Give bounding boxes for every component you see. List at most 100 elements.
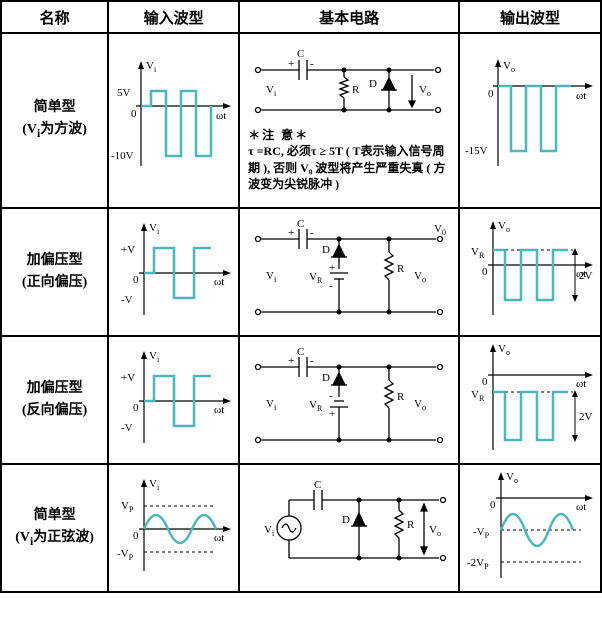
svg-text:Vi: Vi (149, 222, 160, 236)
svg-text:Vo: Vo (429, 524, 441, 538)
svg-text:ωt: ωt (576, 90, 586, 102)
svg-text:+: + (288, 355, 294, 367)
svg-text:ωt: ωt (214, 532, 224, 544)
svg-text:Vi: Vi (266, 398, 277, 412)
svg-text:+: + (329, 262, 335, 274)
circuit-cell-2: + - C + - Vi D VR (239, 208, 459, 336)
svg-text:0: 0 (133, 274, 139, 286)
input-wave-1: Vi ωt 5V 0 -10V (111, 51, 236, 191)
svg-text:+: + (288, 58, 294, 70)
output-cell-1: Vo ωt 0 -15V (459, 33, 601, 208)
svg-text:0: 0 (482, 376, 488, 388)
input-wave-3: Vi ωt +V 0 -V (111, 343, 236, 458)
svg-text:+V: +V (121, 244, 135, 256)
circuit-cell-3: - + C + - Vi D VR R Vo (239, 336, 459, 464)
name-cell-3: 加偏压型 (反向偏压) (1, 336, 108, 464)
svg-text:D: D (369, 78, 377, 90)
svg-text:-: - (329, 280, 333, 292)
note-title: ＊注 意＊ (248, 127, 450, 143)
svg-text:Vo: Vo (506, 471, 518, 485)
svg-text:R: R (407, 519, 415, 531)
output-wave-4: Vo ωt 0 -VP -2VP (463, 468, 598, 588)
r4-name2a: (V (15, 530, 30, 545)
svg-text:Vo: Vo (498, 343, 510, 357)
svg-text:-: - (329, 390, 333, 402)
header-name: 名称 (1, 1, 108, 33)
output-cell-2: Vo ωt VR 0 2V (459, 208, 601, 336)
input-cell-1: Vi ωt 5V 0 -10V (108, 33, 239, 208)
svg-text:VR: VR (471, 389, 485, 403)
svg-text:-V: -V (121, 294, 133, 306)
output-wave-1: Vo ωt 0 -15V (463, 51, 598, 191)
row-reverse-bias: 加偏压型 (反向偏压) Vi ωt +V 0 -V (1, 336, 601, 464)
svg-text:Vi: Vi (146, 60, 157, 74)
header-row: 名称 输入波型 基本电路 输出波型 (1, 1, 601, 33)
input-cell-2: Vi ωt +V 0 -V (108, 208, 239, 336)
svg-text:Vi: Vi (149, 350, 160, 364)
name-cell-4: 简单型 (Vi为正弦波) (1, 464, 108, 592)
svg-text:5V: 5V (117, 87, 131, 99)
svg-text:VP: VP (121, 500, 134, 514)
name-cell-2: 加偏压型 (正向偏压) (1, 208, 108, 336)
note-body: τ =RC, 必须τ ≥ 5T ( T表示输入信号周期 ), 否则 V₀ 波型将… (248, 143, 450, 192)
svg-text:0: 0 (133, 530, 139, 542)
svg-text:D: D (322, 372, 330, 384)
input-wave-4: Vi ωt VP 0 -VP (111, 471, 236, 586)
svg-text:VR: VR (309, 271, 323, 285)
circuit-3: - + C + - Vi D VR R Vo (244, 345, 454, 455)
svg-text:Vo: Vo (414, 398, 426, 412)
svg-text:ωt: ωt (214, 276, 224, 288)
svg-text:-V: -V (121, 422, 133, 434)
input-cell-3: Vi ωt +V 0 -V (108, 336, 239, 464)
svg-text:C: C (297, 48, 304, 60)
output-wave-3: Vo ωt 0 VR 2V (463, 340, 598, 460)
svg-text:2V: 2V (579, 411, 593, 423)
svg-text:D: D (342, 514, 350, 526)
row-forward-bias: 加偏压型 (正向偏压) Vi ωt +V 0 -V (1, 208, 601, 336)
svg-text:+: + (288, 227, 294, 239)
r3-name1: 加偏压型 (4, 378, 105, 400)
svg-text:-2VP: -2VP (467, 557, 489, 571)
svg-text:Vo: Vo (419, 84, 431, 98)
r2-name1: 加偏压型 (4, 250, 105, 272)
svg-text:VR: VR (309, 399, 323, 413)
svg-text:R: R (397, 263, 405, 275)
svg-text:0: 0 (482, 266, 488, 278)
output-wave-2: Vo ωt VR 0 2V (463, 215, 598, 330)
r1-name2a: (V (22, 122, 37, 137)
svg-text:Vi: Vi (266, 270, 277, 284)
svg-text:Vi: Vi (266, 84, 277, 98)
note-1: ＊注 意＊ τ =RC, 必须τ ≥ 5T ( T表示输入信号周期 ), 否则 … (242, 125, 456, 196)
svg-text:-VP: -VP (473, 526, 490, 540)
svg-text:0: 0 (131, 108, 137, 120)
svg-text:C: C (297, 218, 304, 230)
svg-text:ωt: ωt (576, 501, 586, 513)
circuit-cell-4: C Vi D R Vo (239, 464, 459, 592)
r1-name1: 简单型 (34, 100, 76, 115)
svg-text:Vo: Vo (414, 270, 426, 284)
svg-text:VR: VR (471, 246, 485, 260)
row-simple-sine: 简单型 (Vi为正弦波) Vi ωt VP 0 -VP (1, 464, 601, 592)
svg-text:C: C (314, 479, 321, 491)
svg-text:ωt: ωt (576, 378, 586, 390)
svg-text:-: - (310, 227, 314, 239)
svg-text:R: R (352, 84, 360, 96)
svg-text:-10V: -10V (111, 150, 134, 162)
svg-text:0: 0 (490, 499, 496, 511)
svg-text:-VP: -VP (117, 548, 134, 562)
circuit-2: + - C + - Vi D VR (244, 217, 454, 327)
svg-text:2V: 2V (579, 270, 593, 282)
row-simple-square: 简单型 (Vi为方波) Vi ωt 5V 0 (1, 33, 601, 208)
input-cell-4: Vi ωt VP 0 -VP (108, 464, 239, 592)
svg-text:-: - (310, 58, 314, 70)
r2-name2: (正向偏压) (4, 272, 105, 294)
output-cell-4: Vo ωt 0 -VP -2VP (459, 464, 601, 592)
svg-text:V0: V0 (434, 223, 446, 237)
svg-text:-: - (310, 355, 314, 367)
r4-name1: 简单型 (34, 508, 76, 523)
svg-text:ωt: ωt (214, 404, 224, 416)
svg-text:Vi: Vi (264, 524, 275, 538)
svg-text:0: 0 (133, 402, 139, 414)
circuit-table: 名称 输入波型 基本电路 输出波型 简单型 (Vi为方波) V (0, 0, 602, 593)
svg-text:Vi: Vi (149, 478, 160, 492)
